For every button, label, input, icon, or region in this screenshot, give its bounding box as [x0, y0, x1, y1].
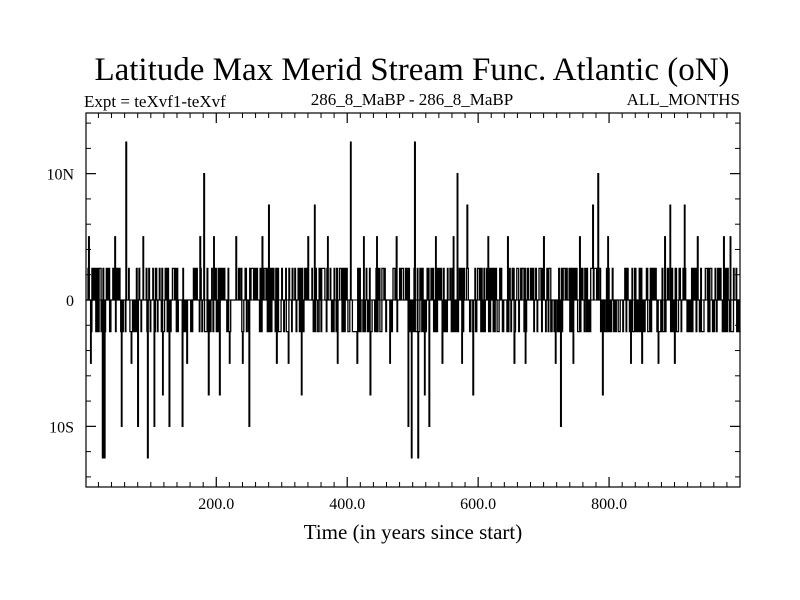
months-label: ALL_MONTHS	[627, 90, 740, 109]
x-tick-label: 200.0	[198, 496, 234, 513]
y-tick-label: 0	[66, 293, 74, 310]
period-label: 286_8_MaBP - 286_8_MaBP	[311, 90, 513, 109]
x-tick-label: 600.0	[460, 496, 496, 513]
series-line	[86, 141, 741, 459]
chart-title: Latitude Max Merid Stream Func. Atlantic…	[94, 52, 729, 88]
y-tick-label: 10S	[49, 419, 74, 436]
minor-ticks	[86, 113, 740, 487]
x-tick-label: 800.0	[591, 496, 627, 513]
x-axis-label: Time (in years since start)	[304, 520, 523, 544]
experiment-label: Expt = teXvf1-teXvf	[84, 92, 226, 111]
y-tick-label: 10N	[46, 167, 74, 184]
tick-labels: 200.0 400.0 600.0 800.0 10N 0 10S	[46, 167, 627, 513]
x-tick-label: 400.0	[329, 496, 365, 513]
